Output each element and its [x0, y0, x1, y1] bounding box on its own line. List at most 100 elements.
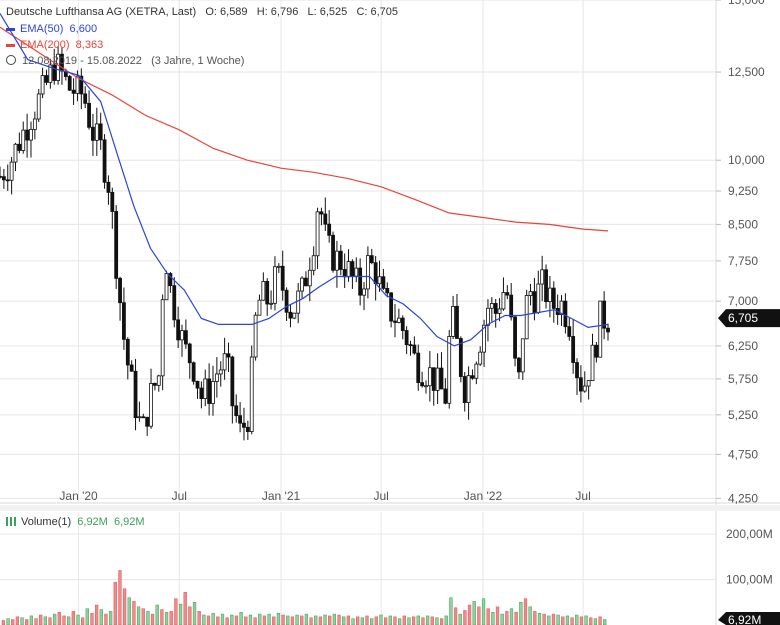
candle-up	[32, 118, 37, 130]
candle-down	[381, 276, 386, 289]
candle-down	[416, 352, 421, 384]
candle-down	[455, 305, 459, 339]
candle-down	[532, 291, 537, 314]
candle-up	[149, 383, 153, 427]
volume-bar	[39, 614, 43, 625]
candle-up	[528, 291, 533, 296]
ema200-legend[interactable]: EMA(200) 8,363	[6, 39, 103, 51]
volume-bar	[164, 612, 169, 625]
candle-down	[517, 357, 521, 373]
price-tick-label: 6,250	[728, 339, 758, 353]
candle-down	[199, 387, 204, 400]
date-range: 12.08.2019 - 15.08.2022 (3 Jahre, 1 Woch…	[6, 55, 244, 67]
candle-down	[98, 123, 103, 141]
volume-bar	[458, 613, 462, 625]
candle-up	[253, 314, 258, 358]
volume-bar	[34, 618, 38, 625]
volume-bar	[108, 611, 113, 625]
candle-down	[420, 382, 425, 387]
candle-down	[602, 300, 607, 329]
candle-down	[176, 319, 181, 341]
candle-up	[94, 123, 99, 141]
volume-bar	[528, 606, 532, 625]
candle-down	[191, 362, 196, 382]
volume-bar	[150, 613, 155, 625]
volume-bar	[314, 615, 318, 625]
volume-bar	[104, 613, 108, 625]
candle-up	[335, 250, 339, 271]
candle-down	[245, 426, 250, 432]
ema50-legend[interactable]: EMA(50) 6,600	[6, 23, 97, 35]
price-tick-label: 4,750	[728, 447, 758, 461]
candle-down	[63, 70, 68, 77]
volume-bar	[351, 618, 355, 625]
candle-up	[315, 211, 320, 257]
candle-down	[331, 234, 335, 271]
ema50-label: EMA(50)	[20, 23, 64, 35]
candle-down	[118, 277, 122, 304]
candle-up	[214, 373, 219, 382]
time-tick-label: Jul	[575, 489, 590, 503]
candle-up	[559, 300, 564, 315]
time-tick-label: Jan '22	[464, 489, 503, 503]
volume-bar	[211, 612, 215, 625]
candle-up	[13, 143, 18, 163]
volume-bar	[328, 615, 332, 625]
candle-down	[412, 344, 417, 354]
volume-bar	[309, 617, 313, 625]
volume-bar	[62, 615, 66, 625]
candle-up	[362, 288, 366, 296]
candle-up	[56, 53, 60, 81]
candle-down	[575, 362, 579, 379]
candle-up	[307, 269, 312, 287]
ema50-value: 6,600	[69, 23, 98, 35]
volume-bar	[523, 598, 528, 625]
time-tick-label: Jan '20	[59, 489, 98, 503]
high-value: 6,796	[270, 6, 299, 18]
candle-down	[462, 376, 467, 403]
candle-down	[187, 343, 192, 364]
candle-up	[249, 356, 254, 432]
volume-tick-label: 100,00M	[726, 573, 773, 587]
candle-down	[242, 422, 246, 428]
volume-bar	[505, 611, 509, 625]
candle-up	[257, 299, 262, 316]
volume-bar	[453, 607, 458, 625]
candle-down	[230, 356, 235, 407]
candle-up	[377, 276, 382, 285]
volume-bar	[593, 618, 598, 625]
volume-bar	[472, 601, 476, 625]
candle-up	[48, 64, 53, 83]
open-value: 6,589	[220, 6, 248, 18]
volume-bar	[276, 612, 281, 625]
volume-bar	[304, 613, 309, 625]
candle-down	[408, 344, 413, 347]
candle-up	[160, 299, 165, 377]
candle-up	[354, 267, 359, 277]
close-value: 6,705	[370, 6, 399, 18]
candle-up	[222, 353, 227, 371]
candle-down	[505, 292, 510, 296]
volume-bar	[1, 620, 6, 625]
pane-separator	[0, 505, 780, 511]
candle-down	[87, 102, 91, 128]
volume-bar	[561, 616, 565, 625]
candle-down	[79, 75, 84, 95]
volume-bar	[76, 614, 80, 625]
candle-up	[273, 266, 277, 304]
candle-down	[106, 181, 111, 193]
volume-bar	[514, 612, 518, 625]
volume-bar	[342, 616, 346, 625]
candle-up	[29, 128, 33, 141]
candle-down	[207, 378, 212, 404]
candle-up	[300, 277, 304, 292]
price-tick-label: 5,250	[728, 408, 758, 422]
volume-bar	[565, 615, 570, 625]
volume-bar	[225, 617, 229, 625]
candle-down	[431, 367, 436, 391]
volume-legend: Volume(1) 6,92M 6,92M	[6, 516, 145, 528]
candle-up	[524, 295, 529, 340]
price-tick-label: 8,500	[728, 217, 758, 231]
volume-bar	[603, 619, 607, 625]
